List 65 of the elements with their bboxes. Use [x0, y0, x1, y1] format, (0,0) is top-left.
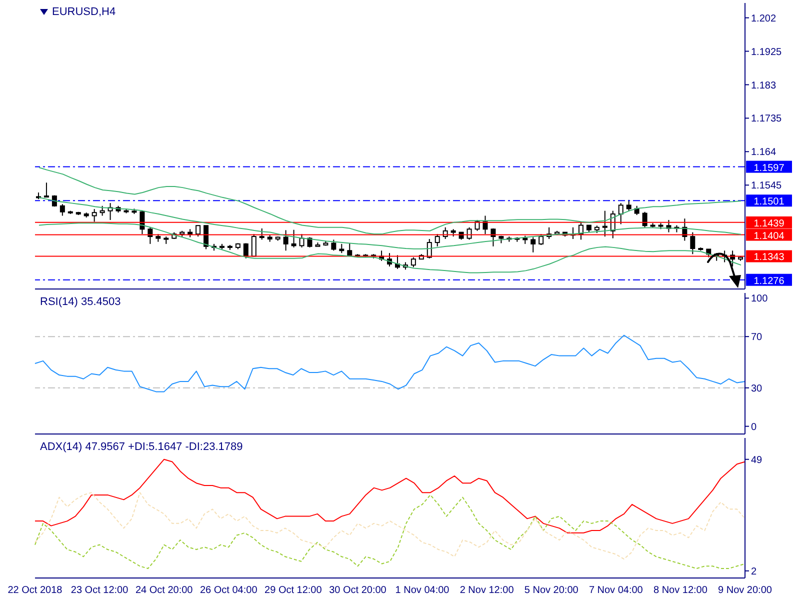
candlestick — [690, 232, 696, 255]
candlestick — [578, 221, 584, 240]
y-tick-label: 1.183 — [751, 80, 776, 92]
line-series — [34, 458, 746, 534]
candlestick — [60, 204, 65, 216]
candlestick — [602, 210, 608, 238]
candlestick — [618, 202, 624, 225]
y-tick-label: 1.202 — [751, 13, 776, 24]
candlestick — [92, 208, 97, 222]
chart-title: ADX(14) 47.9567 +DI:5.1647 -DI:23.1789 — [40, 441, 243, 453]
y-tick-label: 1.1735 — [751, 114, 782, 125]
y-tick-label: 0 — [751, 422, 757, 433]
candlestick — [283, 230, 288, 252]
candlestick — [204, 224, 209, 250]
candlestick — [482, 215, 488, 235]
candlestick — [339, 243, 344, 254]
candlestick — [434, 234, 440, 247]
candlestick — [466, 226, 472, 240]
ref-line-label: 1.1501 — [754, 196, 785, 208]
candlestick — [538, 234, 544, 246]
candlestick — [259, 228, 264, 240]
x-tick-label: 8 Nov 12:00 — [653, 585, 708, 596]
ref-line-label: 1.1343 — [754, 252, 785, 264]
x-tick-label: 26 Oct 04:00 — [200, 585, 258, 596]
y-tick-label: 2 — [751, 566, 757, 578]
candlestick — [243, 242, 248, 259]
candlestick — [331, 239, 336, 252]
y-tick-label: 49 — [751, 454, 763, 466]
candlestick — [634, 205, 640, 216]
x-tick-label: 29 Oct 12:00 — [264, 585, 322, 596]
candlestick — [196, 224, 201, 238]
candlestick — [626, 199, 632, 212]
candlestick — [291, 229, 296, 248]
candlestick — [410, 256, 416, 268]
candlestick — [490, 228, 496, 247]
x-tick-label: 2 Nov 12:00 — [460, 585, 514, 596]
x-tick-label: 30 Oct 20:00 — [329, 585, 387, 596]
candlestick — [44, 182, 49, 198]
y-tick-label: 100 — [751, 294, 768, 305]
y-tick-label: 1.1925 — [751, 46, 782, 58]
y-tick-label: 30 — [751, 383, 763, 394]
candlestick — [100, 205, 105, 216]
candlestick — [148, 226, 153, 244]
candlestick — [642, 211, 648, 228]
chart-title: EURUSD,H4 — [52, 6, 116, 18]
ref-line-label: 1.1404 — [754, 230, 785, 242]
ref-line-label: 1.1597 — [754, 162, 785, 174]
ref-line-label: 1.1439 — [754, 218, 785, 230]
x-tick-label: 23 Oct 12:00 — [70, 585, 129, 596]
x-tick-label: 5 Nov 20:00 — [524, 585, 579, 596]
y-tick-label: 1.1545 — [751, 180, 782, 192]
ref-line-label: 1.1276 — [754, 276, 785, 287]
candlestick — [530, 236, 536, 253]
x-tick-label: 7 Nov 04:00 — [588, 585, 644, 596]
candlestick — [251, 234, 256, 257]
x-tick-label: 24 Oct 20:00 — [135, 585, 194, 596]
line-series — [38, 166, 742, 235]
x-tick-label: 22 Oct 2018 — [8, 585, 63, 596]
y-tick-label: 1.164 — [751, 147, 776, 158]
x-tick-label: 9 Nov 20:00 — [718, 585, 772, 596]
candlestick — [347, 242, 352, 256]
line-series — [34, 334, 746, 392]
y-tick-label: 70 — [751, 332, 763, 344]
chart-title: RSI(14) 35.4503 — [40, 296, 121, 308]
x-tick-label: 1 Nov 04:00 — [395, 585, 450, 596]
